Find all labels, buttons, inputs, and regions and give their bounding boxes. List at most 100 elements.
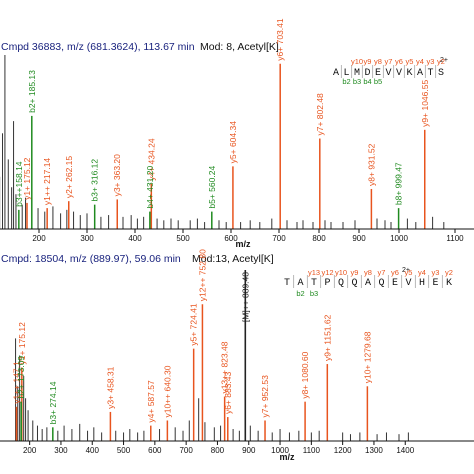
panel-2-ion-label-7: y5+ 724.41: [189, 303, 199, 346]
panel-1-ion-label-4: y2+ 262.15: [64, 156, 74, 199]
panel-1-ion-label-13: y8+ 931.52: [366, 143, 376, 186]
panel-1-tick-label-9: 1100: [446, 234, 464, 243]
panel-2-title: Cmpd: 18504, m/z (889.97), 59.06 min: [1, 253, 181, 265]
panel-2-seq-y-ion-1: y12: [321, 268, 333, 277]
panel-2-tick-label-4: 600: [148, 446, 162, 455]
panel-1-ion-label-5: b3+ 316.12: [90, 159, 100, 202]
panel-2-residue-4: Q: [338, 278, 344, 289]
panel-1-ion-label-15: y9+ 1046.55: [420, 80, 430, 127]
panel-2-ion-label-0: y1+ 175.12: [17, 322, 27, 365]
panel-1-modification: Mod: 8, Acetyl[K]: [200, 41, 279, 53]
panel-1-title: Cmpd 36883, m/z (681.3624), 113.67 min: [1, 41, 195, 53]
panel-2-ion-label-11: y7+ 952.53: [260, 375, 270, 418]
panel-1-seq-y-ion-1: y9: [364, 57, 372, 66]
panel-2-tick-label-2: 400: [86, 446, 100, 455]
panel-1-ion-label-9: b5+ 560.24: [207, 166, 217, 209]
panel-1-residue-1: L: [343, 68, 349, 79]
panel-2-seq-y-ion-2: y10: [335, 268, 347, 277]
panel-2-precursor-label: [M]++ 889.48: [240, 272, 250, 322]
panel-1-ion-label-8: b4+ 431.20: [145, 166, 155, 209]
panel-1-residue-7: K: [406, 68, 412, 79]
panel-1-x-ticks: 200 300 400 500 600 700 800 900 1000 1100: [32, 229, 464, 243]
panel-2-residue-7: Q: [378, 278, 384, 289]
panel-1-residue-10: S: [438, 68, 444, 79]
panel-2-seq-y-ion-9: y3: [432, 268, 440, 277]
panel-1-residue-5: V: [385, 68, 391, 79]
panel-1-seq-y-ion-6: y4: [416, 57, 424, 66]
panel-2-ion-label-5: y4+ 587.57: [146, 380, 156, 423]
panel-2-modification: Mod:13, Acetyl[K]: [192, 253, 274, 265]
panel-2-ion-label-6: y10++ 640.30: [162, 365, 172, 417]
panel-2-ion-label-9: y13++ 823.48: [220, 341, 230, 393]
panel-2-ion-label-14: y10+ 1279.68: [362, 331, 372, 383]
panel-2-ion-label-4: y3+ 458.31: [105, 366, 115, 409]
panel-1-ion-label-7: y4+ 434.24: [146, 138, 156, 181]
panel-2-ion-label-13: y9+ 1151.62: [322, 314, 332, 361]
panel-2-seq-b-ion-1: b3: [310, 289, 318, 298]
panel-1-seq-y-ion-8: y2: [437, 57, 445, 66]
panel-2-ion-label-3: b3+ 274.14: [48, 381, 58, 424]
spectrum-panel-1: Cmpd 36883, m/z (681.3624), 113.67 min M…: [0, 18, 474, 249]
panel-1-ion-label-6: y3+ 363.20: [112, 154, 122, 197]
panel-1-residue-2: M: [354, 68, 360, 79]
panel-2-seq-b-ion-0: b2: [296, 289, 304, 298]
panel-1-ion-label-11: y6+ 703.41: [275, 18, 285, 61]
spectrum-panel-2: Cmpd: 18504, m/z (889.97), 59.06 min Mod…: [0, 249, 474, 462]
panel-1-tick-label-0: 200: [32, 234, 46, 243]
panel-1-seq-b-ion-3: b5: [374, 77, 382, 86]
panel-1-ion-label-0: b3++158.14: [14, 161, 24, 207]
panel-2-tick-label-5: 700: [179, 446, 193, 455]
panel-1-charge: 2+: [440, 57, 448, 64]
panel-1-tick-label-4: 600: [224, 234, 238, 243]
panel-2-tick-label-8: 1000: [271, 446, 289, 455]
panel-1-tick-label-2: 400: [128, 234, 142, 243]
panel-1-residue-9: T: [427, 68, 433, 79]
panel-2-seq-y-ion-10: y2: [445, 268, 453, 277]
panel-2-charge: 2+: [402, 267, 410, 274]
panel-1-ion-label-1: y1+ 175.12: [22, 157, 32, 200]
panel-1-residue-3: D: [364, 68, 370, 79]
panel-2-tick-label-11: 1300: [365, 446, 383, 455]
panel-1-tick-label-7: 900: [352, 234, 366, 243]
panel-1-ion-label-2: b2+ 185.13: [27, 70, 37, 113]
panel-1-ion-label-3: y1++ 217.14: [42, 158, 52, 206]
panel-1-seq-y-ion-2: y8: [374, 57, 382, 66]
panel-2-x-label: m/z: [279, 452, 295, 462]
panel-2-seq-y-ion-0: y13: [308, 268, 320, 277]
panel-2-tick-label-10: 1200: [334, 446, 352, 455]
panel-2-seq-y-ion-6: y6: [391, 268, 399, 277]
panel-1-ion-label-14: b8+ 999.47: [394, 162, 404, 205]
panel-2-residue-2: T: [311, 278, 317, 289]
panel-2-residue-0: T: [284, 278, 290, 289]
panel-2-residue-6: A: [365, 278, 371, 289]
panel-1-ion-label-10: y5+ 604.34: [228, 121, 238, 164]
panel-2-residue-8: E: [392, 278, 398, 289]
panel-2-seq-y-ion-4: y8: [364, 268, 372, 277]
panel-2-residue-10: H: [419, 278, 425, 289]
panel-2-tick-label-3: 500: [117, 446, 131, 455]
panel-1-tick-label-5: 700: [272, 234, 286, 243]
panel-2-ion-label-8: y12++ 752.80: [197, 249, 207, 301]
panel-2-ion-label-2: b2+ 173.09: [16, 356, 26, 399]
panel-1-ion-label-12: y7+ 802.48: [315, 93, 325, 136]
panel-2-residue-3: P: [324, 278, 330, 289]
panel-1-seq-y-ion-4: y6: [395, 57, 403, 66]
panel-1-seq-b-ion-2: b4: [363, 77, 371, 86]
panel-2-seq-y-ion-7: y5: [405, 268, 413, 277]
panel-1-residue-0: A: [333, 68, 339, 79]
panel-2-residue-12: K: [446, 278, 452, 289]
panel-1-tick-label-3: 500: [176, 234, 190, 243]
panel-1-seq-y-ion-0: y10: [351, 57, 363, 66]
panel-1-residue-4: E: [375, 68, 381, 79]
panel-2-ion-label-1: y1++ 147.1: [12, 361, 22, 404]
panel-1-seq-y-ion-3: y7: [385, 57, 393, 66]
panel-1-tick-label-1: 300: [80, 234, 94, 243]
panel-2-residue-9: V: [405, 278, 411, 289]
panel-1-residue-6: V: [396, 68, 402, 79]
panel-2-x-ticks: 200 300 400 500 600 700 800 900 1000 1100 1200 1300…: [23, 441, 415, 455]
